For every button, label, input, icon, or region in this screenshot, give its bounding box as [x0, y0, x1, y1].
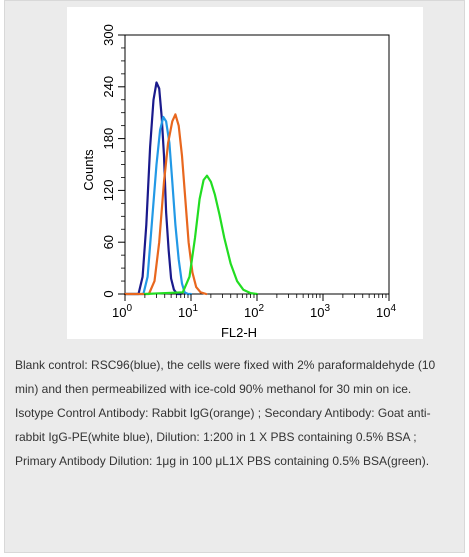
- histogram-panel: 100 101 102 103 104 0 60 120 180 240 300 FL2-H Co…: [67, 7, 423, 339]
- y-tick-label-5: 300: [101, 24, 116, 46]
- x-axis-label: FL2-H: [221, 325, 257, 339]
- x-tick-exponent: 0: [126, 303, 132, 314]
- figure-card: 100 101 102 103 104 0 60 120 180 240 300 FL2-H Co…: [4, 0, 465, 553]
- caption-blank-control: Blank control: RSC96(blue), the cells we…: [15, 358, 436, 396]
- x-tick-label-0: 100: [112, 303, 132, 320]
- y-tick-label-3: 180: [101, 128, 116, 150]
- y-tick-label-4: 240: [101, 76, 116, 98]
- x-tick-exponent: 1: [192, 303, 198, 314]
- histogram-series-3: [123, 113, 208, 296]
- y-tick-label-2: 120: [101, 180, 116, 202]
- x-tick-exponent: 2: [258, 303, 264, 314]
- caption-antibody-details: Isotype Control Antibody: Rabbit IgG(ora…: [15, 406, 431, 468]
- x-tick-label-2: 102: [244, 303, 264, 320]
- y-axis-label: Counts: [81, 149, 96, 191]
- x-tick-base: 10: [244, 305, 258, 320]
- x-tick-base: 10: [376, 305, 390, 320]
- x-tick-base: 10: [178, 305, 192, 320]
- x-tick-exponent: 4: [390, 303, 396, 314]
- figure-caption: Blank control: RSC96(blue), the cells we…: [15, 353, 455, 473]
- histogram-series-2: [123, 115, 193, 296]
- x-tick-base: 10: [310, 305, 324, 320]
- x-tick-exponent: 3: [324, 303, 330, 314]
- x-tick-base: 10: [112, 305, 126, 320]
- y-tick-label-0: 0: [101, 290, 116, 297]
- x-tick-label-3: 103: [310, 303, 330, 320]
- x-tick-label-1: 101: [178, 303, 198, 320]
- histogram-series-1: [123, 81, 182, 296]
- x-tick-label-4: 104: [376, 303, 396, 320]
- histogram-series-4: [143, 174, 259, 296]
- y-tick-label-1: 60: [101, 235, 116, 249]
